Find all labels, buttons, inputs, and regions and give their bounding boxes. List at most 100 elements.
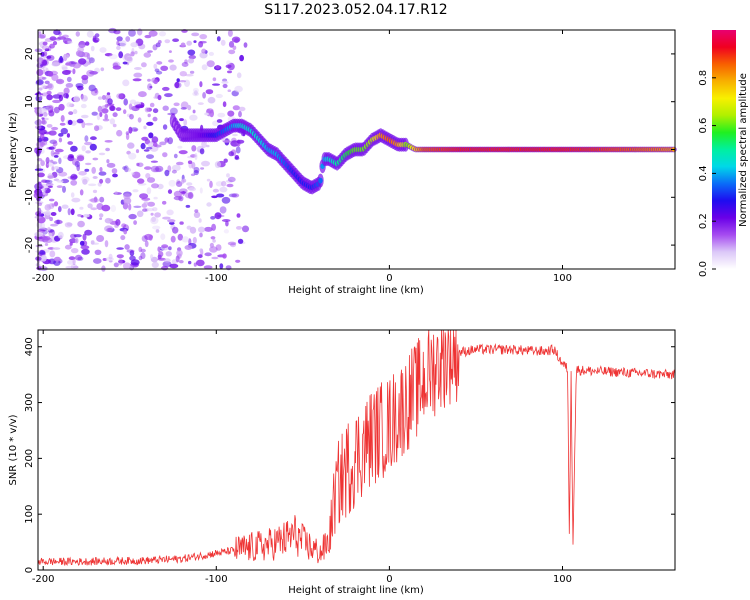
noise-speckle	[209, 242, 214, 248]
noise-speckle	[128, 29, 136, 37]
noise-speckle	[170, 107, 178, 115]
y-tick-label: 200	[24, 449, 35, 468]
y-tick-label: 100	[24, 505, 35, 524]
snr-x-ticks: -200 -100 0 100	[32, 330, 572, 585]
noise-speckle	[179, 71, 187, 77]
noise-speckle	[72, 158, 79, 166]
noise-speckle	[58, 57, 64, 64]
noise-speckle	[58, 31, 62, 36]
noise-speckle	[147, 78, 151, 82]
noise-speckle	[84, 122, 94, 126]
noise-speckle	[226, 183, 234, 188]
noise-speckle	[66, 102, 72, 108]
noise-speckle	[112, 112, 118, 118]
spectrogram-y-label: Frequency (Hz)	[8, 112, 19, 188]
noise-speckle	[58, 171, 68, 177]
noise-speckle	[132, 189, 139, 193]
noise-speckle	[67, 155, 75, 162]
noise-speckle	[166, 209, 174, 216]
noise-speckle	[35, 201, 44, 205]
noise-speckle	[199, 248, 203, 252]
noise-speckle	[162, 152, 168, 158]
noise-speckle	[236, 213, 241, 218]
noise-speckle	[77, 220, 85, 228]
noise-speckle	[129, 250, 135, 257]
noise-speckle	[66, 76, 72, 83]
noise-speckle	[85, 41, 90, 46]
noise-speckle	[91, 166, 96, 174]
noise-speckle	[114, 191, 118, 195]
noise-speckle	[227, 89, 232, 92]
noise-speckle	[238, 106, 246, 112]
noise-speckle	[124, 167, 132, 172]
noise-speckle	[37, 172, 45, 178]
noise-speckle	[42, 41, 48, 46]
noise-speckle	[78, 58, 87, 65]
spectrogram-y-ticks: -20 -10 0 10 20	[24, 48, 675, 253]
noise-speckle	[215, 93, 223, 99]
noise-speckle	[210, 236, 216, 240]
noise-speckle	[53, 29, 61, 36]
noise-speckle	[99, 111, 103, 117]
noise-speckle	[197, 254, 203, 259]
noise-speckle	[231, 193, 240, 198]
noise-speckle	[59, 122, 66, 126]
noise-speckle	[77, 155, 85, 162]
noise-speckle	[91, 242, 100, 245]
noise-speckle	[161, 244, 169, 249]
noise-speckle	[98, 152, 106, 156]
x-tick-label: -100	[205, 574, 228, 585]
noise-speckle	[41, 45, 49, 51]
noise-speckle	[118, 93, 126, 100]
noise-speckle	[44, 179, 53, 184]
noise-speckle	[215, 244, 222, 251]
noise-speckle	[225, 64, 232, 69]
noise-speckle	[134, 67, 142, 70]
noise-speckle	[194, 152, 198, 161]
noise-speckle	[167, 137, 173, 145]
noise-speckle	[70, 248, 79, 254]
snr-series	[37, 329, 676, 566]
noise-speckle	[146, 154, 154, 160]
noise-speckle	[69, 241, 73, 246]
noise-speckle	[235, 146, 241, 154]
noise-speckle	[137, 178, 145, 184]
noise-speckle	[64, 40, 68, 44]
noise-speckle	[34, 231, 44, 237]
noise-speckle	[178, 260, 184, 264]
noise-speckle	[58, 133, 64, 137]
noise-speckle	[128, 103, 133, 110]
noise-speckle	[192, 109, 196, 114]
noise-speckle	[219, 263, 224, 269]
noise-speckle	[160, 233, 166, 240]
noise-speckle	[179, 221, 184, 225]
noise-speckle	[198, 218, 202, 223]
noise-speckle	[90, 136, 97, 141]
noise-speckle	[199, 52, 208, 59]
noise-speckle	[70, 208, 75, 216]
noise-speckle	[128, 126, 133, 134]
noise-speckle	[53, 256, 61, 262]
noise-speckle	[121, 223, 127, 228]
noise-speckle	[41, 84, 46, 89]
colorbar-tick-label: 0.8	[698, 70, 709, 86]
noise-speckle	[236, 72, 242, 79]
noise-speckle	[47, 71, 54, 77]
noise-speckle	[168, 50, 172, 53]
noise-speckle	[80, 103, 87, 109]
noise-speckle	[77, 85, 84, 91]
noise-speckle	[37, 55, 43, 62]
noise-speckle	[81, 114, 89, 119]
x-tick-label: 100	[553, 574, 572, 585]
noise-speckle	[187, 191, 194, 200]
noise-speckle	[90, 197, 99, 203]
noise-speckle	[227, 241, 237, 246]
noise-speckle	[153, 167, 162, 173]
noise-speckle	[63, 87, 70, 95]
noise-speckle	[62, 185, 66, 193]
noise-speckle	[41, 59, 49, 67]
noise-speckle	[239, 54, 245, 62]
noise-speckle	[162, 105, 169, 111]
noise-speckle	[199, 81, 203, 88]
noise-speckle	[58, 103, 65, 111]
